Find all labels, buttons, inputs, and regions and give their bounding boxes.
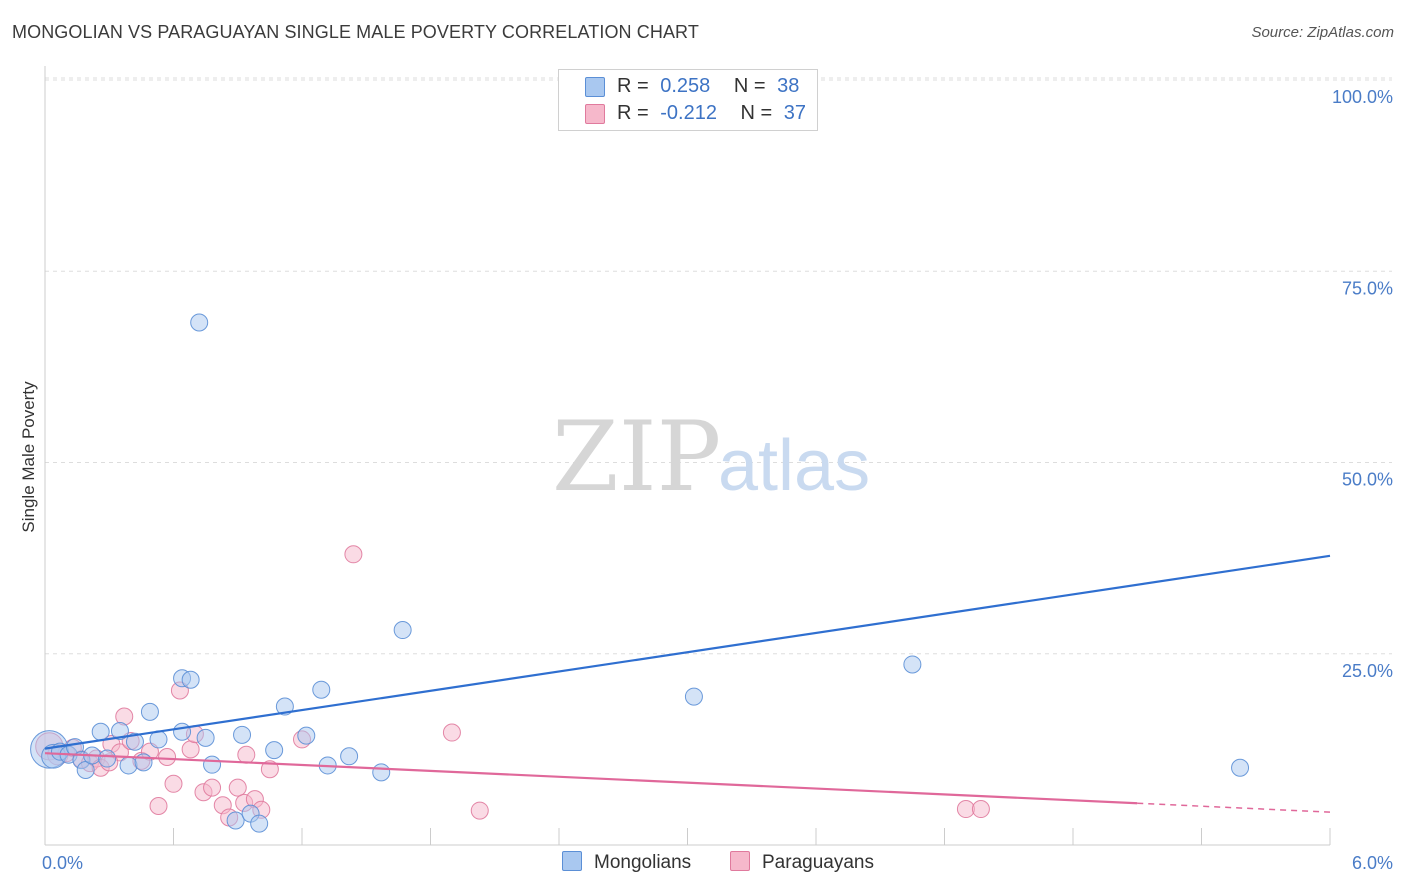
- legend-r-value: -0.212: [660, 102, 717, 124]
- paraguayan-point: [158, 748, 177, 767]
- paraguayan-point: [260, 760, 279, 779]
- paraguayan-point: [164, 774, 183, 793]
- mongolian-point: [903, 655, 922, 674]
- y-tick-label: 75.0%: [1342, 278, 1393, 298]
- mongolian-point: [340, 747, 359, 766]
- chart-title: MONGOLIAN VS PARAGUAYAN SINGLE MALE POVE…: [12, 22, 699, 42]
- y-tick-label: 50.0%: [1342, 470, 1393, 490]
- paraguayan-point: [203, 778, 222, 797]
- paraguayan-trend-extension: [1137, 802, 1331, 813]
- legend-n-value: 38: [777, 75, 800, 97]
- paraguayan-point: [149, 796, 168, 815]
- x-tick-label-min: 0.0%: [42, 853, 83, 873]
- bottom-legend-paraguayans: Paraguayans: [730, 851, 874, 874]
- mongolian-point: [226, 811, 245, 830]
- paraguayan-trend-line: [44, 752, 1138, 805]
- mongolian-point: [125, 732, 144, 751]
- watermark-atlas: atlas: [718, 426, 870, 506]
- legend-swatch-mongolians: [585, 77, 605, 97]
- mongolian-point: [181, 670, 200, 689]
- bottom-legend-label: Mongolians: [594, 852, 692, 873]
- mongolian-point: [275, 697, 294, 716]
- mongolian-point: [203, 755, 222, 774]
- legend-n-label: N =: [733, 75, 766, 97]
- mongolian-point: [393, 621, 412, 640]
- axis-layer: [44, 66, 1331, 846]
- legend-r-value: 0.258: [660, 75, 711, 97]
- mongolian-point: [312, 680, 331, 699]
- mongolian-point: [372, 763, 391, 782]
- mongolian-point: [173, 722, 192, 741]
- mongolian-point: [91, 722, 110, 741]
- bottom-swatch-mongolians: [562, 851, 582, 871]
- paraguayan-point: [971, 800, 990, 819]
- mongolian-point: [190, 313, 209, 332]
- paraguayan-point: [228, 778, 247, 797]
- mongolian-point: [233, 725, 252, 744]
- source-credit: Source: ZipAtlas.com: [1251, 24, 1394, 41]
- grid-layer: [45, 77, 1392, 655]
- paraguayan-point: [344, 545, 363, 564]
- y-axis-label: Single Male Poverty: [19, 381, 38, 533]
- legend-n-value: 37: [783, 102, 807, 124]
- mongolian-point: [119, 756, 138, 775]
- bottom-legend-label: Paraguayans: [762, 852, 874, 873]
- mongolian-point: [98, 749, 117, 768]
- mongolian-point: [110, 722, 129, 741]
- trend-lines: [44, 554, 1331, 813]
- y-tick-label: 25.0%: [1342, 661, 1393, 681]
- legend-r-label: R =: [617, 75, 649, 97]
- mongolian-point: [297, 726, 316, 745]
- paraguayan-point: [181, 740, 200, 759]
- mongolian-point: [265, 741, 284, 760]
- bottom-swatch-paraguayans: [730, 851, 750, 871]
- paraguayan-point: [956, 800, 975, 819]
- mongolian-point: [684, 687, 703, 706]
- legend-n-label: N =: [740, 102, 773, 124]
- legend-r-label: R =: [617, 102, 649, 124]
- paraguayan-point: [470, 801, 489, 820]
- x-tick-label-max: 6.0%: [1352, 853, 1393, 873]
- mongolian-trend-line: [44, 554, 1331, 750]
- mongolian-point: [196, 728, 215, 747]
- mongolian-point: [250, 814, 269, 833]
- bottom-legend-mongolians: Mongolians: [562, 851, 691, 874]
- correlation-legend: R = 0.258 N = 38 R = -0.212 N = 37: [558, 69, 818, 131]
- legend-swatch-paraguayans: [585, 104, 605, 124]
- mongolian-point: [1231, 758, 1250, 777]
- watermark: ZIP atlas: [552, 401, 870, 513]
- y-tick-label: 100.0%: [1332, 87, 1393, 107]
- paraguayan-point: [237, 745, 256, 764]
- paraguayan-point: [442, 723, 461, 742]
- watermark-zip: ZIP: [552, 401, 721, 513]
- mongolian-point: [140, 702, 159, 721]
- tick-labels: 25.0% 50.0% 75.0% 100.0% 0.0% 6.0%: [42, 87, 1393, 873]
